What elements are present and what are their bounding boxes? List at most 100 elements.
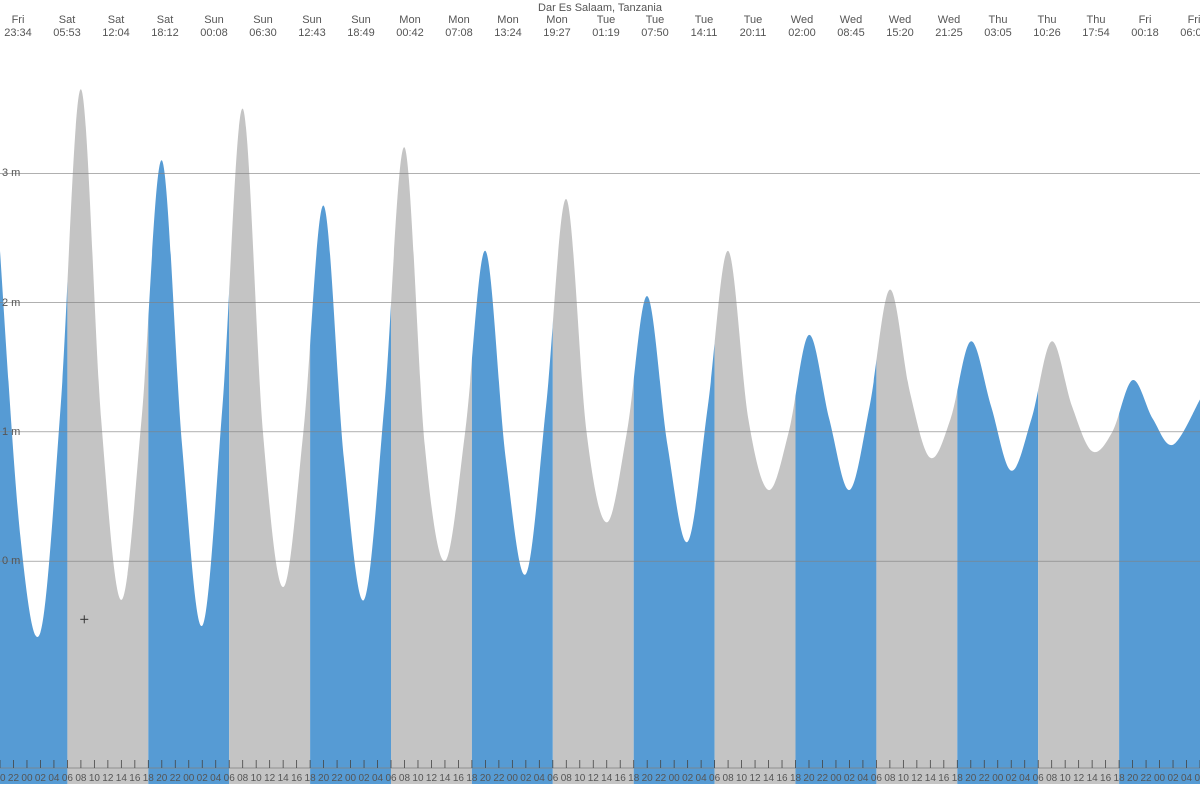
x-axis-label: 06 [709,773,720,784]
x-axis-label: 20 [318,773,329,784]
chart-title: Dar Es Salaam, Tanzania [0,2,1200,14]
time-header: Fri06:00 [1180,14,1200,40]
x-axis-label: 18 [790,773,801,784]
x-axis-label: 00 [992,773,1003,784]
x-axis-label: 12 [749,773,760,784]
x-axis-label: 10 [736,773,747,784]
time-header: Sun00:08 [200,14,228,40]
x-axis-row: 2022000204060810121416182022000204060810… [0,770,1200,784]
x-axis-label: 20 [1127,773,1138,784]
x-axis-label: 12 [911,773,922,784]
x-axis-label: 04 [534,773,545,784]
time-header: Sun18:49 [347,14,375,40]
x-axis-label: 12 [1073,773,1084,784]
x-axis-label: 10 [1060,773,1071,784]
time-header: Sun06:30 [249,14,277,40]
time-header: Thu03:05 [984,14,1012,40]
x-axis-label: 18 [952,773,963,784]
x-axis-label: 20 [0,773,6,784]
x-axis-label: 22 [817,773,828,784]
x-axis-label: 08 [1046,773,1057,784]
x-axis-label: 20 [480,773,491,784]
x-axis-label: 08 [237,773,248,784]
x-axis-label: 14 [439,773,450,784]
x-axis-label: 16 [615,773,626,784]
x-axis-label: 22 [170,773,181,784]
x-axis-label: 02 [1167,773,1178,784]
tide-svg [0,44,1200,784]
time-header: Fri00:18 [1131,14,1159,40]
x-axis-label: 20 [156,773,167,784]
x-axis-label: 00 [345,773,356,784]
x-axis-label: 16 [453,773,464,784]
x-axis-label: 02 [682,773,693,784]
x-axis-label: 22 [655,773,666,784]
x-axis-label: 02 [35,773,46,784]
x-axis-label: 20 [965,773,976,784]
time-header: Mon13:24 [494,14,522,40]
x-axis-label: 18 [1114,773,1125,784]
time-header: Tue07:50 [641,14,669,40]
x-axis-label: 02 [844,773,855,784]
x-axis-label: 16 [129,773,140,784]
x-axis-label: 04 [696,773,707,784]
x-axis-label: 08 [399,773,410,784]
x-axis-label: 12 [426,773,437,784]
x-axis-label: 06 [1194,773,1200,784]
time-header-row: Fri23:34Sat05:53Sat12:04Sat18:12Sun00:08… [0,14,1200,42]
time-header: Sat05:53 [53,14,81,40]
x-axis-label: 14 [116,773,127,784]
x-axis-label: 10 [251,773,262,784]
x-axis-label: 14 [278,773,289,784]
tide-chart: Dar Es Salaam, Tanzania Fri23:34Sat05:53… [0,0,1200,800]
x-axis-label: 14 [1087,773,1098,784]
x-axis-label: 14 [763,773,774,784]
time-header: Wed21:25 [935,14,963,40]
x-axis-label: 08 [723,773,734,784]
x-axis-label: 22 [1141,773,1152,784]
x-axis-label: 12 [264,773,275,784]
x-axis-label: 10 [574,773,585,784]
plot-area: 0 m1 m2 m3 m2022000204060810121416182022… [0,44,1200,784]
x-axis-label: 20 [642,773,653,784]
time-header: Sat18:12 [151,14,179,40]
time-header: Thu10:26 [1033,14,1061,40]
x-axis-label: 18 [466,773,477,784]
x-axis-label: 22 [979,773,990,784]
y-axis-label: 1 m [2,426,20,438]
x-axis-label: 20 [803,773,814,784]
x-axis-label: 12 [102,773,113,784]
time-header: Sat12:04 [102,14,130,40]
time-header: Tue14:11 [691,14,718,40]
x-axis-label: 00 [1154,773,1165,784]
x-axis-label: 18 [628,773,639,784]
x-axis-label: 14 [601,773,612,784]
x-axis-label: 16 [938,773,949,784]
x-axis-label: 00 [21,773,32,784]
x-axis-label: 00 [669,773,680,784]
time-header: Wed02:00 [788,14,816,40]
x-axis-label: 04 [1019,773,1030,784]
time-header: Mon19:27 [543,14,571,40]
x-axis-label: 16 [291,773,302,784]
x-axis-label: 04 [48,773,59,784]
x-axis-label: 16 [1100,773,1111,784]
x-axis-label: 08 [884,773,895,784]
time-header: Tue01:19 [592,14,620,40]
x-axis-label: 22 [493,773,504,784]
x-axis-label: 04 [857,773,868,784]
x-axis-label: 18 [305,773,316,784]
x-axis-label: 00 [507,773,518,784]
x-axis-label: 02 [520,773,531,784]
time-header: Wed15:20 [886,14,914,40]
x-axis-label: 18 [143,773,154,784]
time-header: Tue20:11 [740,14,767,40]
x-axis-label: 02 [1006,773,1017,784]
x-axis-label: 00 [183,773,194,784]
x-axis-label: 10 [898,773,909,784]
x-axis-label: 02 [358,773,369,784]
time-header: Sun12:43 [298,14,326,40]
x-axis-label: 08 [561,773,572,784]
x-axis-label: 06 [385,773,396,784]
x-axis-label: 22 [332,773,343,784]
